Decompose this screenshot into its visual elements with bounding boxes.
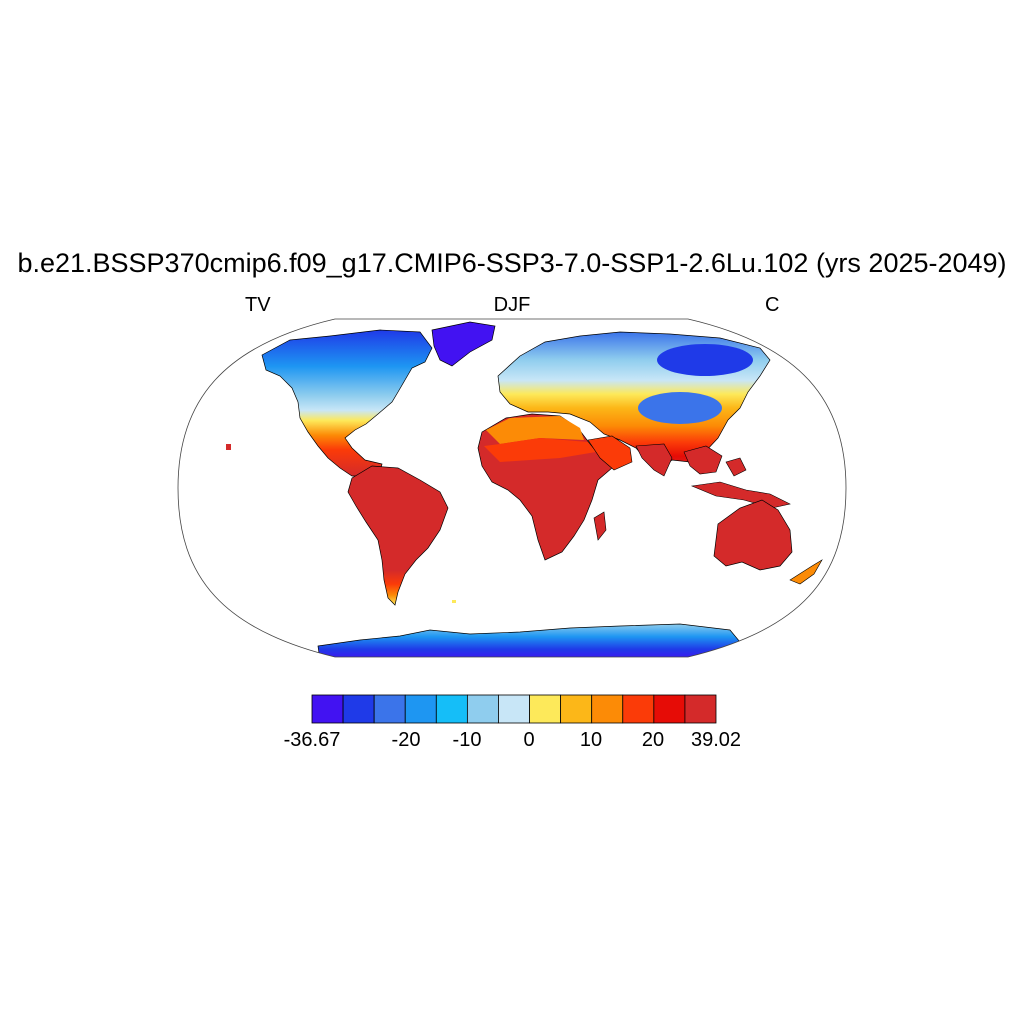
colorbar-tick-label: -36.67 — [283, 729, 341, 751]
greenland — [431, 321, 496, 367]
colorbar-swatch — [684, 694, 717, 724]
colorbar-swatch — [560, 694, 593, 724]
colorbar-tick-label: 0 — [523, 729, 535, 751]
season-label: DJF — [493, 294, 531, 316]
colorbar-swatch — [498, 694, 530, 724]
variable-label: TV — [245, 294, 271, 316]
colorbar-tick-label: -10 — [452, 729, 482, 751]
south-america — [347, 465, 449, 606]
colorbar-tick-label: 10 — [579, 729, 603, 751]
colorbar-tick-label: -20 — [391, 729, 421, 751]
antarctica — [317, 623, 741, 657]
colorbar-swatch — [466, 694, 499, 724]
colorbar-swatch — [311, 694, 344, 724]
colorbar-swatch — [622, 694, 655, 724]
colorbar-swatch — [435, 694, 468, 724]
colorbar-swatch — [591, 694, 624, 724]
colorbar-swatch — [373, 694, 406, 724]
colorbar-swatch — [342, 694, 375, 724]
north-america — [261, 329, 433, 477]
colorbar-tick-label: 20 — [641, 729, 665, 751]
colorbar-tick-label: 39.02 — [690, 729, 742, 751]
colorbar-swatch — [529, 694, 562, 724]
australia — [713, 499, 793, 571]
map-border — [177, 318, 847, 658]
colorbar-swatch — [404, 694, 437, 724]
chart-title: b.e21.BSSP370cmip6.f09_g17.CMIP6-SSP3-7.… — [17, 248, 1007, 278]
colorbar — [311, 694, 717, 724]
units-label: C — [765, 294, 780, 316]
colorbar-swatch — [653, 694, 686, 724]
